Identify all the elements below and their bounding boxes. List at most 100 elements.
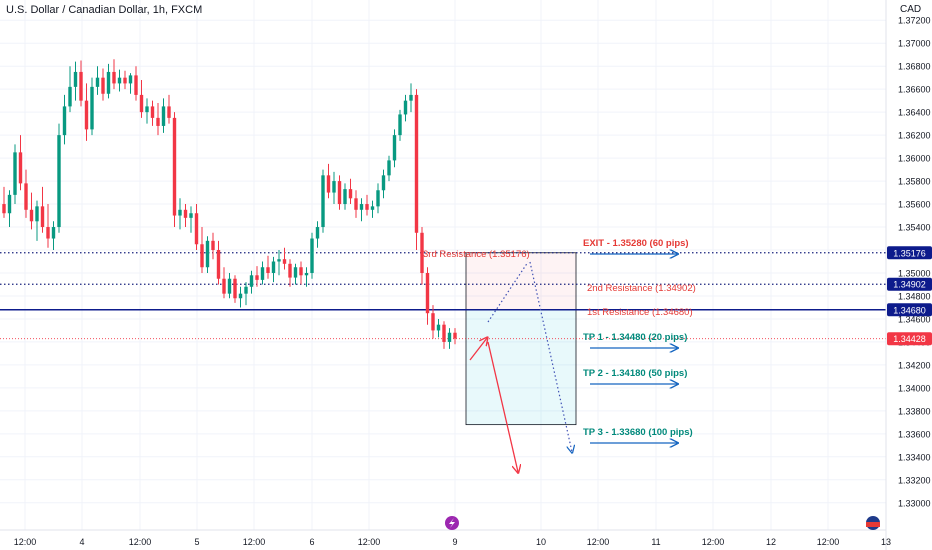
- candle-body: [453, 332, 457, 339]
- candle: [392, 129, 397, 168]
- candle: [409, 83, 413, 113]
- candle: [282, 247, 287, 270]
- time-tick-label: 12:00: [587, 537, 610, 547]
- candle: [84, 83, 89, 141]
- candle: [233, 275, 237, 303]
- candle-body: [178, 209, 182, 216]
- candle: [7, 190, 12, 228]
- price-tick-label: 1.34200: [898, 360, 931, 370]
- target-label: TP 1 - 1.34480 (20 pips): [583, 332, 687, 343]
- candle: [178, 198, 182, 230]
- candle-body: [222, 278, 226, 294]
- target-label: TP 3 - 1.33680 (100 pips): [583, 427, 693, 438]
- candle-body: [326, 175, 331, 193]
- candle: [2, 186, 6, 218]
- candle-body: [266, 267, 270, 273]
- time-axis[interactable]: 12:00 4 12:00 5 12:00 6 12:00 9 10 12:00 11 12:00 12…: [0, 529, 891, 547]
- candle: [299, 261, 303, 285]
- price-tick-label: 1.35400: [898, 223, 931, 233]
- price-tick-label: 1.35600: [898, 200, 931, 210]
- candle-body: [106, 71, 111, 94]
- price-axis[interactable]: 1.37200 1.37000 1.36800 1.36600 1.36400 1.362…: [885, 0, 932, 550]
- stop-zone: [465, 252, 577, 311]
- candle: [354, 190, 358, 218]
- candle: [387, 155, 391, 182]
- price-tick-label: 1.37200: [898, 16, 931, 26]
- candle-body: [189, 213, 193, 218]
- short-arrow-up: [469, 338, 487, 361]
- candle: [255, 266, 259, 287]
- short-arrow-down: [487, 341, 518, 472]
- candle-body: [2, 204, 6, 214]
- candle: [442, 321, 446, 349]
- candle-body: [101, 77, 105, 94]
- candle-body: [403, 100, 408, 115]
- candle: [266, 255, 270, 279]
- candle: [370, 200, 375, 218]
- candle: [288, 259, 292, 287]
- candle: [51, 221, 56, 251]
- candle-body: [216, 250, 221, 279]
- candle-body: [51, 227, 56, 239]
- candle-body: [211, 240, 215, 251]
- price-tick-label: 1.35800: [898, 177, 931, 187]
- candle: [227, 272, 232, 299]
- projection-up-dotted: [487, 261, 529, 323]
- candle: [425, 267, 430, 325]
- position-zones: [465, 252, 577, 426]
- candle-body: [315, 227, 320, 239]
- candle-body: [123, 77, 127, 84]
- candle-body: [35, 206, 39, 222]
- chart-grid: [0, 0, 887, 530]
- lightning-icon-bolt: [449, 518, 455, 528]
- price-tick-label: 1.36400: [898, 108, 931, 118]
- candle-body: [145, 106, 149, 113]
- time-tick-label: 12:00: [358, 537, 381, 547]
- candle: [436, 318, 441, 338]
- candle: [106, 63, 111, 99]
- time-tick-label: 12:00: [243, 537, 266, 547]
- candle-body: [354, 198, 358, 210]
- candle-body: [359, 204, 364, 210]
- candle: [271, 256, 276, 283]
- candle: [68, 66, 72, 113]
- candle: [249, 270, 254, 294]
- candle: [145, 98, 149, 124]
- price-badge-text: 1.35176: [893, 248, 926, 258]
- candle-body: [376, 190, 380, 207]
- candle: [156, 102, 160, 136]
- time-tick-label: 9: [452, 537, 457, 547]
- candle: [79, 60, 83, 107]
- price-badge: [887, 246, 932, 260]
- candle-body: [370, 206, 375, 210]
- price-tick-label: 1.33200: [898, 475, 931, 485]
- label-1st-resistance: 1st Resistance (1.34680): [587, 307, 693, 318]
- candle-body: [249, 275, 254, 287]
- price-badge: [887, 303, 932, 317]
- candle-body: [200, 244, 204, 268]
- candle-body: [227, 278, 232, 294]
- candle: [359, 198, 364, 222]
- candle: [123, 70, 127, 90]
- candle-body: [387, 160, 391, 176]
- candle-body: [18, 152, 23, 184]
- candle-body: [112, 71, 116, 84]
- time-tick-label: 6: [309, 537, 314, 547]
- candle-body: [183, 209, 188, 218]
- candle-body: [161, 106, 166, 126]
- candle: [343, 183, 347, 210]
- candle-body: [310, 238, 314, 273]
- candle: [376, 183, 380, 214]
- price-tick-label: 1.33000: [898, 498, 931, 508]
- candle: [117, 69, 122, 92]
- candle-body: [420, 232, 424, 273]
- candle-body: [150, 106, 155, 118]
- price-badge-text: 1.34902: [893, 280, 926, 290]
- candlesticks: [2, 59, 457, 349]
- projection-down-dotted: [529, 261, 572, 452]
- candle-body: [304, 272, 309, 276]
- last-price-badge: [887, 332, 932, 346]
- candle: [95, 66, 100, 95]
- candle-body: [194, 213, 199, 245]
